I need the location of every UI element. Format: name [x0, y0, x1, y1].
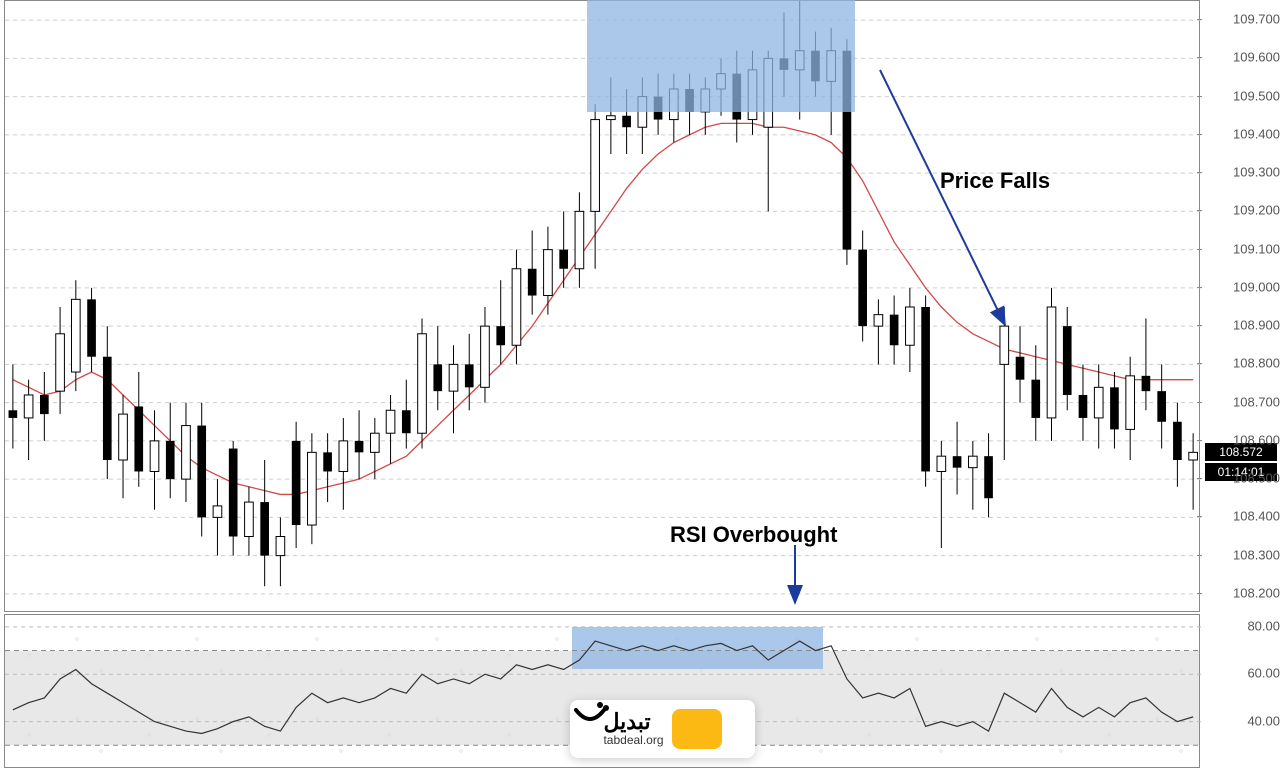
watermark-url: tabdeal.org [603, 733, 663, 747]
price-panel[interactable]: 108.572 01:14:01 [4, 0, 1200, 612]
rsi-y-axis: 40.0060.0080.00 [1202, 614, 1280, 768]
watermark-smile-icon [672, 709, 722, 749]
price-highlight-zone [587, 0, 855, 112]
price-y-axis: 108.200108.300108.400108.500108.600108.7… [1202, 0, 1280, 612]
annotation-price-falls: Price Falls [940, 168, 1050, 194]
annotation-rsi-overbought: RSI Overbought [670, 522, 837, 548]
watermark-text-block: تبدیل tabdeal.org [603, 711, 663, 747]
chart-container: 108.572 01:14:01 108.200108.300108.40010… [0, 0, 1280, 768]
watermark-arabic: تبدیل [603, 711, 663, 733]
watermark-logo: تبدیل tabdeal.org [570, 700, 755, 758]
